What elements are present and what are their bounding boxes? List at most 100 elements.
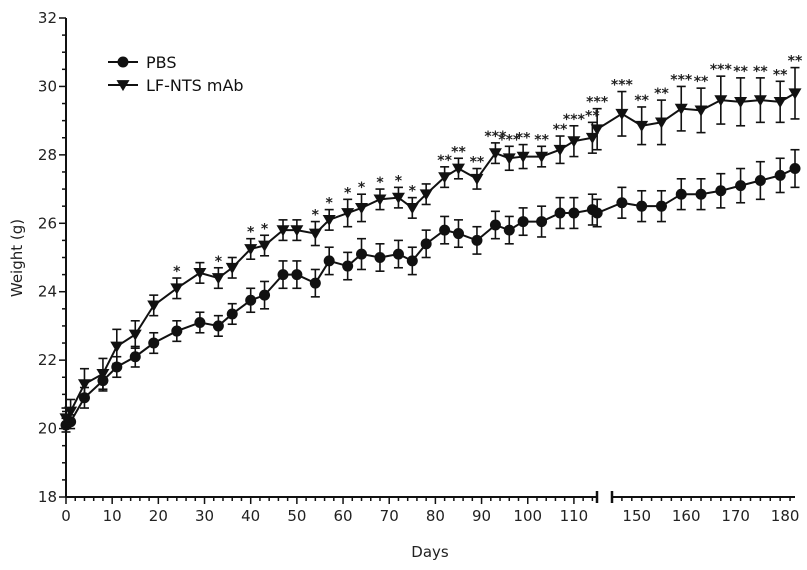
- y-tick-label: 30: [38, 77, 57, 95]
- significance-mark: *: [261, 221, 269, 237]
- x-tick-label: 90: [472, 507, 491, 525]
- data-point: [276, 225, 290, 237]
- data-point: [355, 203, 369, 215]
- data-point: [322, 214, 336, 227]
- data-point: [211, 273, 225, 285]
- significance-mark: **: [788, 54, 803, 70]
- legend-label: LF-NTS mAb: [146, 76, 244, 95]
- significance-mark: ***: [498, 132, 521, 148]
- data-point: [470, 173, 484, 185]
- data-point: [225, 262, 239, 274]
- y-tick-label: 20: [38, 420, 57, 438]
- data-point: [193, 268, 207, 280]
- significance-mark: *: [395, 173, 403, 189]
- data-point: [567, 136, 581, 148]
- data-point: [568, 207, 580, 219]
- significance-mark: **: [553, 122, 568, 138]
- significance-mark: **: [534, 132, 549, 148]
- y-axis-label: Weight (g): [8, 219, 26, 297]
- data-point: [438, 172, 452, 184]
- y-tick-label: 28: [38, 146, 57, 164]
- data-point: [590, 124, 604, 136]
- data-point: [536, 216, 548, 228]
- data-point: [290, 225, 304, 237]
- data-point: [616, 197, 628, 209]
- data-point: [323, 255, 335, 267]
- data-point: [615, 108, 629, 120]
- data-point: [695, 188, 707, 200]
- data-point: [258, 240, 272, 252]
- data-point: [753, 95, 767, 107]
- data-point: [405, 203, 419, 215]
- x-axis-label: Days: [411, 543, 449, 561]
- data-point: [308, 228, 322, 240]
- y-tick-label: 18: [38, 488, 57, 506]
- data-point: [420, 238, 432, 250]
- data-point: [488, 148, 502, 160]
- data-point: [64, 406, 78, 418]
- significance-mark: ***: [611, 78, 634, 94]
- axes: 18 20 22 24 26 28 30 32 0 10 20 30 40 50 60 70 80 90 100 11…: [38, 9, 800, 525]
- x-tick-label: 10: [103, 507, 122, 525]
- data-point: [585, 132, 599, 144]
- significance-mark: **: [753, 64, 768, 80]
- data-point: [341, 208, 355, 220]
- data-point: [773, 96, 787, 108]
- significance-mark: **: [451, 144, 466, 160]
- data-point: [170, 283, 184, 295]
- x-tick-label: 40: [241, 507, 260, 525]
- y-tick-label: 32: [38, 9, 57, 27]
- data-point: [128, 329, 142, 341]
- legend-item-pbs: PBS: [108, 53, 177, 72]
- significance-mark: *: [344, 185, 352, 201]
- x-tick-label: 100: [513, 507, 542, 525]
- significance-mark: *: [376, 175, 384, 191]
- data-point: [789, 163, 801, 175]
- significance-mark: ***: [710, 62, 733, 78]
- significance-mark: **: [437, 153, 452, 169]
- data-point: [259, 289, 271, 301]
- data-point: [194, 317, 206, 329]
- legend-item-lf-nts-mab: LF-NTS mAb: [108, 76, 244, 95]
- x-tick-label: 180: [771, 507, 800, 525]
- series-line: [65, 136, 593, 419]
- data-point: [129, 351, 141, 363]
- data-point: [635, 120, 649, 132]
- significance-mark: ***: [563, 112, 586, 128]
- data-point: [774, 169, 786, 181]
- data-point: [554, 207, 566, 219]
- data-point: [694, 105, 708, 117]
- data-point: [675, 188, 687, 200]
- significance-mark: ***: [586, 95, 609, 111]
- data-point: [754, 175, 766, 187]
- data-point: [451, 163, 465, 175]
- data-point: [674, 103, 688, 115]
- data-point: [591, 207, 603, 219]
- significance-mark: ***: [670, 72, 693, 88]
- data-point: [59, 413, 73, 425]
- data-point: [419, 189, 433, 201]
- significance-mark: *: [358, 180, 366, 196]
- series-pbs: [60, 148, 801, 433]
- significance-mark: **: [634, 93, 649, 109]
- significance-mark: *: [247, 225, 255, 241]
- x-tick-label: 80: [426, 507, 445, 525]
- significance-mark: **: [654, 86, 669, 102]
- data-point: [553, 144, 567, 156]
- data-point: [655, 200, 667, 212]
- x-tick-label: 70: [380, 507, 399, 525]
- significance-mark: **: [516, 131, 531, 147]
- data-point: [309, 277, 321, 289]
- data-point: [503, 224, 515, 236]
- series-line: [596, 167, 796, 214]
- legend-marker: [117, 56, 129, 68]
- legend: PBS LF-NTS mAb: [108, 53, 244, 95]
- data-point: [735, 180, 747, 192]
- data-point: [96, 368, 110, 381]
- x-tick-label: 160: [672, 507, 701, 525]
- data-point: [171, 325, 183, 337]
- significance-annotations: *** **** * * **************** ******* ********…: [173, 54, 803, 280]
- data-point: [788, 88, 802, 100]
- data-point: [734, 96, 748, 108]
- significance-mark: **: [694, 74, 709, 90]
